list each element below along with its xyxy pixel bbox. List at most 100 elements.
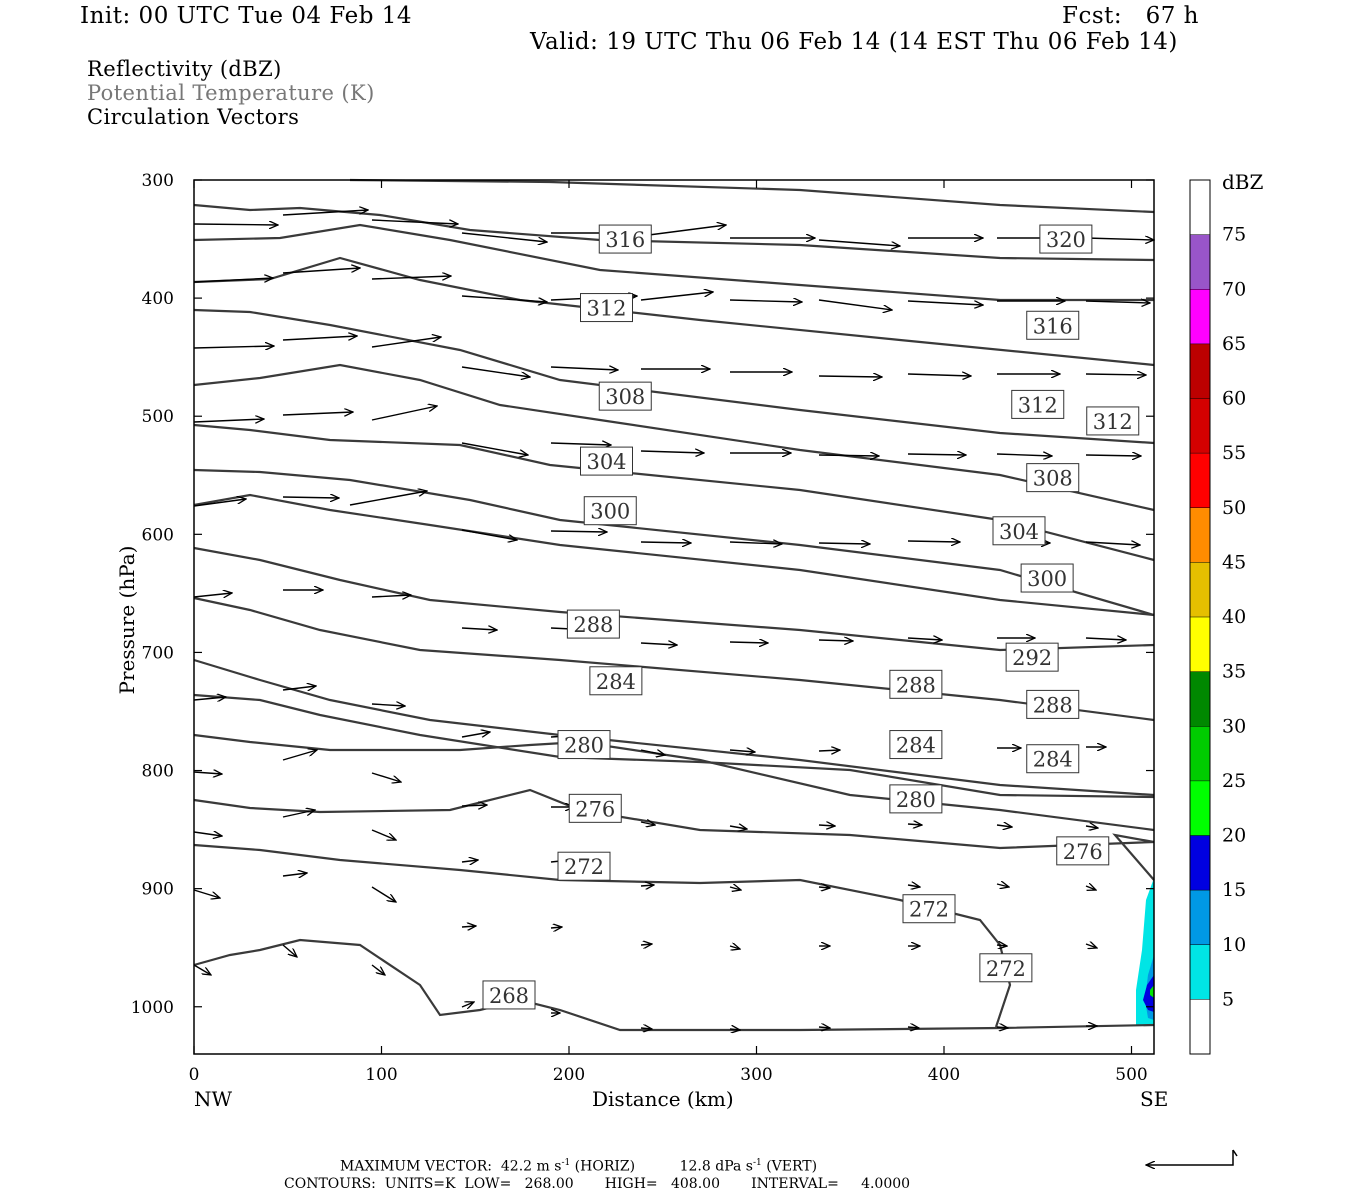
isentrope-line: [193, 843, 1012, 1028]
isentrope-line: [193, 546, 1155, 652]
circulation-vector: [193, 832, 222, 836]
circulation-vector: [1085, 638, 1126, 640]
circulation-vector: [818, 299, 892, 310]
theta-label-box: [889, 730, 943, 760]
theta-label-box: [482, 980, 536, 1010]
circulation-vector: [729, 946, 740, 949]
isentrope-line: [193, 658, 1155, 797]
colorbar-segment: [1190, 999, 1210, 1054]
colorbar-segment: [1190, 398, 1210, 454]
y-tick-label: 1000: [131, 998, 174, 1018]
circulation-vector: [818, 543, 870, 544]
colorbar-label: 60: [1222, 388, 1246, 410]
y-tick-label: 900: [142, 880, 174, 900]
circulation-vector: [371, 704, 405, 706]
theta-label: 280: [896, 788, 936, 812]
circulation-vector: [193, 772, 222, 774]
x-axis-label: Distance (km): [592, 1087, 734, 1111]
theta-label-box: [1026, 689, 1080, 719]
colorbar-label: 20: [1222, 825, 1246, 847]
theta-label: 276: [1063, 840, 1103, 864]
colorbar-label: 25: [1222, 770, 1246, 792]
x-tick-label: 400: [928, 1065, 960, 1085]
theta-label-box: [889, 669, 943, 699]
circulation-vector: [349, 491, 427, 506]
colorbar-segment: [1190, 234, 1210, 290]
colorbar-segment: [1190, 453, 1210, 508]
circulation-vector: [282, 750, 317, 761]
reference-vector: [1146, 1150, 1234, 1165]
theta-label-box: [1020, 563, 1074, 593]
circulation-vector: [461, 366, 530, 377]
theta-label: 288: [573, 613, 613, 637]
circulation-vector: [371, 406, 437, 421]
x-end-label-left: NW: [194, 1087, 233, 1111]
circulation-vector: [1085, 542, 1140, 545]
plot-frame: [193, 179, 1155, 1055]
y-tick-label: 500: [142, 407, 174, 427]
theta-label-box: [902, 894, 956, 924]
colorbar-segment: [1190, 289, 1210, 344]
circulation-vector: [907, 300, 983, 305]
circulation-vector: [729, 750, 755, 752]
circulation-vector: [996, 945, 1007, 946]
circulation-vector: [818, 239, 900, 246]
circulation-vector: [818, 376, 882, 377]
circulation-vector: [729, 887, 741, 890]
circulation-vector: [640, 225, 726, 237]
colorbar-label: 30: [1222, 715, 1246, 737]
vert-value: 12.8 dPa s: [679, 1158, 753, 1175]
colorbar-segment: [1190, 944, 1210, 1000]
theta-label: 316: [1033, 314, 1073, 338]
footer-contours: CONTOURS: UNITS=K LOW= 268.00 HIGH= 408.…: [284, 1176, 911, 1192]
circulation-vector: [907, 1027, 919, 1028]
circulation-vector: [461, 442, 528, 455]
theta-label: 312: [1093, 410, 1133, 434]
circulation-vector: [550, 531, 607, 532]
theta-label: 272: [986, 957, 1026, 981]
theta-label-box: [1026, 463, 1080, 493]
circulation-vector: [640, 542, 691, 543]
circulation-vector: [371, 829, 396, 840]
x-tick-label: 0: [189, 1065, 200, 1085]
circulation-vector: [550, 443, 611, 445]
theta-label-box: [889, 784, 943, 814]
theta-label: 292: [1012, 646, 1052, 670]
theta-label: 308: [1033, 467, 1073, 491]
horiz-value: 42.2 m s: [500, 1158, 562, 1175]
circulation-vector: [818, 750, 840, 751]
circulation-vector: [729, 642, 768, 643]
circulation-vector: [907, 824, 922, 825]
reference-vector: [1232, 1149, 1238, 1157]
colorbar-label: 50: [1222, 497, 1246, 519]
reflectivity-area: [1143, 975, 1154, 1012]
circulation-vector: [193, 889, 220, 898]
x-tick-label: 100: [365, 1065, 397, 1085]
theta-label-box: [580, 293, 633, 323]
theta-label-box: [557, 730, 611, 760]
isentrope-line: [193, 938, 1155, 1032]
circulation-vector: [371, 595, 411, 597]
circulation-vector: [193, 419, 264, 422]
theta-label: 268: [489, 984, 529, 1008]
vert-tag: (VERT): [766, 1158, 818, 1175]
colorbar-label: 35: [1222, 661, 1246, 683]
theta-label-box: [580, 446, 633, 476]
circulation-vector: [461, 860, 478, 862]
circulation-vector: [282, 810, 315, 818]
circulation-vector: [818, 455, 879, 456]
circulation-vector: [907, 885, 920, 887]
theta-label-box: [568, 793, 622, 823]
theta-label-box: [1026, 310, 1080, 340]
colorbar-segment: [1190, 726, 1210, 781]
theta-label-box: [566, 609, 620, 639]
circulation-vector: [907, 638, 942, 640]
circulation-vector: [818, 887, 830, 888]
colorbar-segment: [1190, 671, 1210, 727]
colorbar-label: 75: [1222, 224, 1246, 246]
circulation-vector: [640, 643, 677, 645]
circulation-vector: [996, 825, 1012, 827]
theta-label: 284: [596, 670, 636, 694]
circulation-vector: [996, 454, 1052, 456]
